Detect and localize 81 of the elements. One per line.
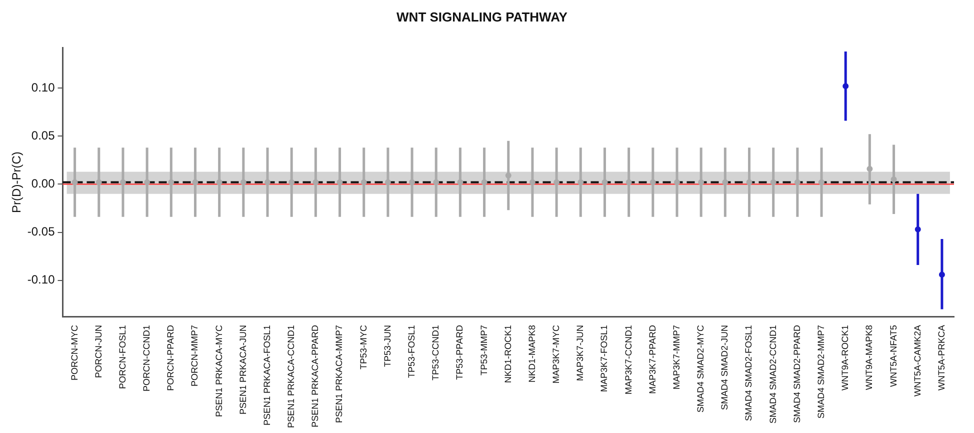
point bbox=[168, 179, 174, 186]
x-tick-label: TP53-CCND1 bbox=[430, 324, 441, 380]
point bbox=[216, 179, 222, 186]
point bbox=[698, 179, 704, 186]
x-tick-label: PSEN1 PRKACA-JUN bbox=[238, 324, 248, 415]
point bbox=[312, 179, 319, 186]
x-tick-label: MAP3K7-MMP7 bbox=[671, 324, 682, 390]
x-tick-label: SMAD4 SMAD2-MMP7 bbox=[816, 324, 826, 418]
x-tick-label: MAP3K7-MYC bbox=[551, 324, 562, 384]
x-tick-label: SMAD4 SMAD2-MYC bbox=[696, 324, 706, 412]
point bbox=[578, 179, 584, 186]
point bbox=[457, 179, 464, 186]
point bbox=[818, 179, 825, 186]
y-tick-label: 0.10 bbox=[31, 80, 56, 94]
point bbox=[866, 166, 873, 172]
x-tick-label: TP53-JUN bbox=[382, 324, 392, 367]
x-tick-label: TP53-MMP7 bbox=[478, 324, 489, 376]
x-tick-label: SMAD4 SMAD2-CCND1 bbox=[768, 324, 778, 424]
point bbox=[938, 272, 945, 278]
x-tick-label: PORCN-CCND1 bbox=[142, 324, 152, 392]
point bbox=[505, 172, 512, 179]
x-tick-label: PORCN-FOSL1 bbox=[117, 324, 128, 389]
point bbox=[650, 179, 656, 186]
point bbox=[72, 179, 78, 186]
x-tick-label: MAP3K7-PPARD bbox=[647, 324, 658, 394]
point bbox=[433, 179, 440, 186]
point bbox=[602, 179, 608, 186]
point bbox=[96, 179, 102, 186]
x-tick-label: PSEN1 PRKACA-CCND1 bbox=[286, 324, 296, 428]
x-tick-label: WNT5A-CAMK2A bbox=[912, 324, 922, 396]
point bbox=[794, 179, 800, 186]
point bbox=[890, 176, 897, 182]
x-tick-label: PORCN-MMP7 bbox=[190, 324, 200, 386]
y-axis-title: Pr(D)-Pr(C) bbox=[10, 152, 24, 213]
point bbox=[264, 179, 270, 186]
x-tick-label: PSEN1 PRKACA-PPARD bbox=[310, 324, 320, 428]
x-tick-label: MAP3K7-FOSL1 bbox=[599, 324, 610, 392]
point bbox=[529, 179, 536, 186]
x-tick-label: WNT9A-MAPK8 bbox=[864, 324, 874, 390]
point bbox=[120, 179, 126, 186]
point bbox=[914, 226, 921, 232]
point bbox=[746, 179, 752, 186]
point bbox=[144, 179, 150, 186]
x-tick-label: PORCN-PPARD bbox=[166, 324, 176, 391]
point bbox=[409, 179, 416, 186]
y-tick-label: 0.00 bbox=[31, 176, 56, 191]
point bbox=[674, 179, 680, 186]
x-tick-label: TP53-MYC bbox=[358, 324, 368, 370]
x-tick-label: MAP3K7-JUN bbox=[575, 324, 586, 381]
x-tick-label: WNT5A-PRKCA bbox=[936, 324, 946, 390]
x-tick-label: MAP3K7-CCND1 bbox=[623, 324, 634, 395]
x-tick-label: SMAD4 SMAD2-JUN bbox=[720, 324, 730, 410]
x-tick-label: PSEN1 PRKACA-MYC bbox=[214, 324, 224, 418]
x-tick-label: TP53-PPARD bbox=[454, 324, 465, 380]
point bbox=[360, 179, 367, 186]
y-tick-label: -0.10 bbox=[27, 272, 56, 287]
point bbox=[722, 179, 728, 186]
x-tick-label: PSEN1 PRKACA-MMP7 bbox=[334, 324, 344, 424]
point bbox=[770, 179, 776, 186]
x-tick-label: SMAD4 SMAD2-FOSL1 bbox=[744, 324, 754, 422]
y-tick-label: 0.05 bbox=[31, 128, 56, 142]
point bbox=[554, 179, 560, 186]
x-tick-label: NKD1-ROCK1 bbox=[502, 324, 513, 383]
x-tick-label: PORCN-MYC bbox=[69, 324, 80, 380]
x-tick-label: NKD1-MAPK8 bbox=[526, 324, 537, 382]
point bbox=[192, 179, 198, 186]
y-tick-label: -0.05 bbox=[27, 224, 56, 239]
x-tick-label: TP53-FOSL1 bbox=[406, 324, 417, 378]
point bbox=[481, 179, 488, 186]
point bbox=[336, 179, 343, 186]
x-tick-label: PORCN-JUN bbox=[93, 324, 104, 378]
point bbox=[842, 83, 849, 90]
x-tick-label: WNT5A-NFAT5 bbox=[888, 324, 898, 387]
x-tick-label: PSEN1 PRKACA-FOSL1 bbox=[262, 324, 272, 426]
x-tick-label: WNT9A-ROCK1 bbox=[840, 324, 850, 390]
point bbox=[240, 179, 246, 186]
chart-title: WNT SIGNALING PATHWAY bbox=[396, 9, 568, 24]
point bbox=[288, 179, 295, 186]
x-tick-label: SMAD4 SMAD2-PPARD bbox=[792, 324, 802, 423]
point bbox=[384, 179, 391, 186]
point bbox=[626, 179, 632, 186]
